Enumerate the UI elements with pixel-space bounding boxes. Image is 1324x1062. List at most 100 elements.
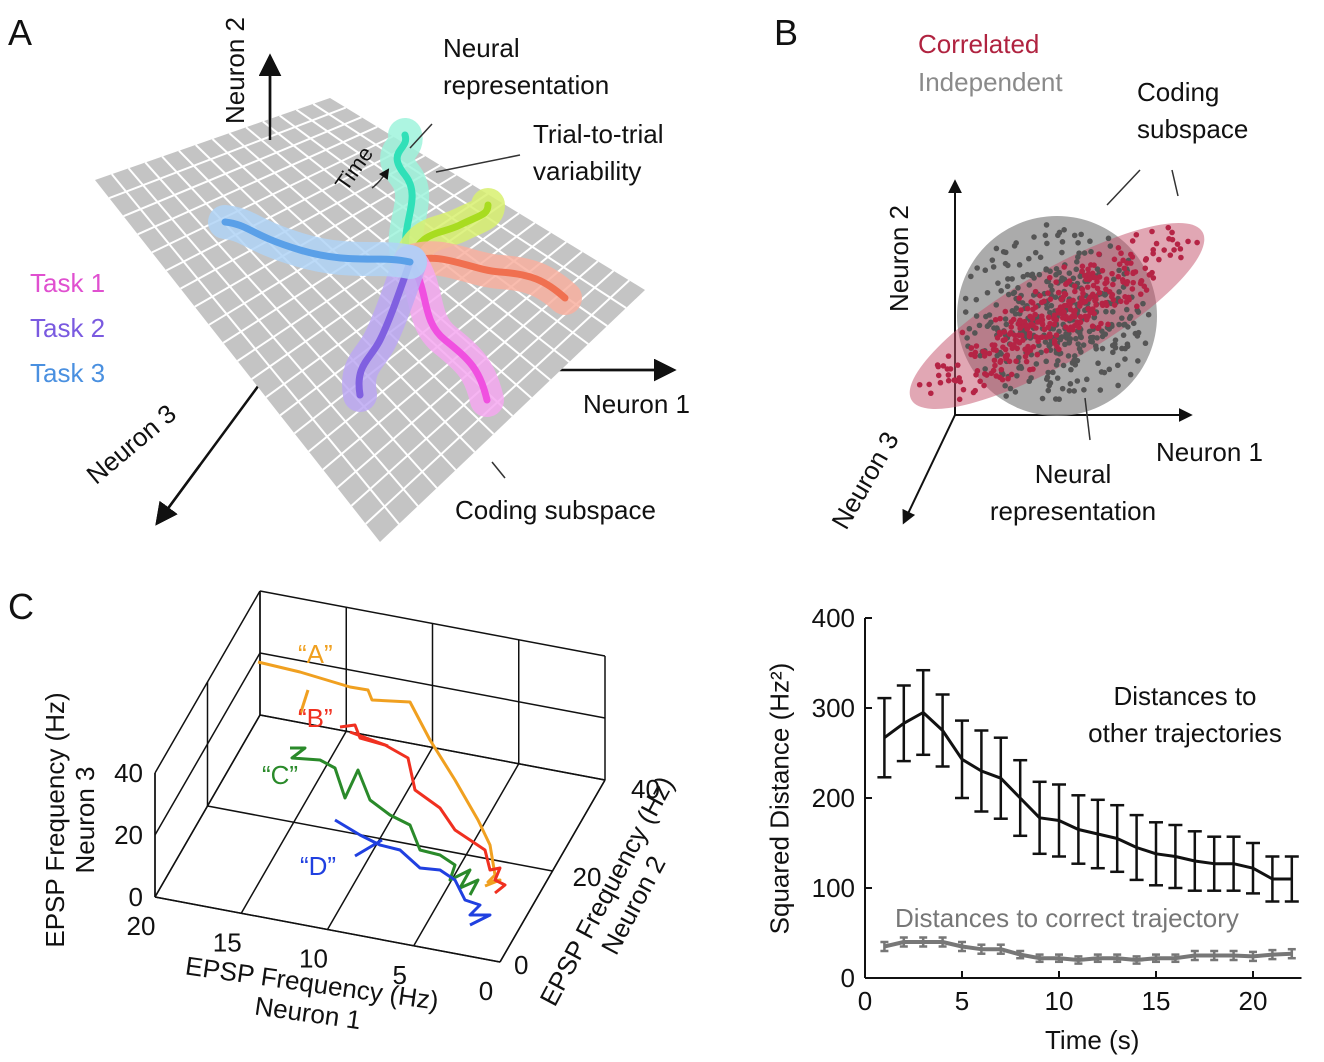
independent-dot	[1081, 250, 1088, 256]
independent-dot	[1024, 271, 1031, 278]
correlated-dot	[1043, 347, 1050, 354]
independent-dot	[1099, 345, 1106, 352]
correlated-dot	[1066, 278, 1073, 284]
correlated-dot	[1142, 257, 1149, 263]
correlated-dot	[1120, 257, 1126, 264]
x-tick-label: 0	[479, 976, 493, 1006]
correlated-dot	[996, 329, 1003, 336]
independent-dot	[1054, 375, 1061, 381]
independent-dot	[1047, 341, 1054, 347]
plane-grid	[151, 135, 394, 254]
correlated-dot	[973, 372, 979, 378]
independent-dot	[1065, 353, 1072, 359]
correlated-dot	[945, 377, 952, 384]
independent-dot	[1080, 342, 1087, 348]
independent-dot	[1031, 234, 1037, 240]
independent-dot	[989, 257, 996, 263]
independent-dot	[1075, 239, 1081, 246]
legend-entry: Task 2	[30, 313, 106, 343]
annotation: Neural representation	[443, 33, 610, 100]
y-tick-label: 20	[573, 862, 602, 892]
correlated-dot	[1045, 290, 1051, 296]
correlated-dot	[999, 376, 1006, 383]
independent-dot	[1026, 282, 1033, 288]
independent-dot	[1116, 321, 1122, 328]
correlated-dot	[981, 382, 987, 389]
independent-dot	[1059, 249, 1065, 256]
correlated-dot	[1096, 289, 1103, 296]
trajectory-label: “A”	[298, 639, 333, 669]
correlated-dot	[1169, 229, 1175, 236]
correlated-dot	[940, 363, 947, 369]
correlated-dot	[1008, 371, 1015, 378]
correlated-dot	[1118, 250, 1124, 257]
correlated-dot	[954, 362, 961, 368]
independent-dot	[1056, 269, 1063, 276]
y-axis-label: Squared Distance (Hz²)	[764, 662, 795, 935]
correlated-dot	[970, 389, 977, 396]
independent-dot	[1049, 287, 1055, 294]
correlated-dot	[1016, 295, 1023, 301]
correlated-dot	[1079, 268, 1085, 275]
x-tick-label: 5	[393, 960, 407, 990]
correlated-dot	[1023, 322, 1030, 329]
independent-dot	[1076, 330, 1083, 336]
correlated-dot	[1070, 297, 1076, 304]
independent-dot	[1050, 325, 1057, 332]
correlated-dot	[1027, 313, 1033, 320]
correlated-dot	[1032, 311, 1038, 318]
independent-dot	[1126, 315, 1133, 322]
independent-dot	[962, 295, 969, 302]
correlated-dot	[986, 350, 993, 357]
independent-dot	[1012, 389, 1019, 395]
correlated-dot	[1161, 247, 1167, 253]
independent-dot	[1105, 235, 1112, 242]
correlated-dot	[1024, 305, 1031, 312]
correlated-dot	[1071, 283, 1078, 289]
independent-dot	[1015, 285, 1021, 291]
correlated-dot	[1079, 263, 1086, 270]
independent-dot	[1088, 248, 1094, 255]
correlated-dot	[1115, 273, 1122, 280]
correlated-dot	[1038, 299, 1045, 306]
correlated-dot	[1078, 295, 1085, 301]
correlated-dot	[1007, 329, 1014, 336]
independent-dot	[1070, 275, 1077, 282]
correlated-dot	[1185, 238, 1191, 245]
independent-dot	[1062, 341, 1068, 348]
correlated-dot	[1018, 307, 1024, 313]
series-line	[883, 711, 1292, 881]
axis-label: EPSP Frequency (Hz) Neuron 3	[40, 692, 100, 948]
correlated-dot	[1099, 302, 1106, 309]
correlated-dot	[997, 357, 1004, 364]
annotation: Coding subspace	[455, 495, 656, 525]
x-tick-label: 5	[955, 986, 969, 1016]
correlated-dot	[1096, 274, 1103, 280]
correlated-dot	[1080, 290, 1086, 297]
independent-dot	[1068, 366, 1074, 373]
correlated-dot	[1051, 321, 1058, 328]
independent-dot	[1043, 358, 1050, 365]
correlated-dot	[1060, 314, 1067, 320]
correlated-dot	[1103, 286, 1109, 293]
correlated-dot	[1167, 252, 1174, 258]
correlated-dot	[1178, 254, 1184, 261]
correlated-dot	[1072, 307, 1078, 314]
correlated-dot	[1081, 272, 1088, 279]
correlated-dot	[1072, 288, 1078, 295]
independent-dot	[1112, 337, 1119, 343]
independent-dot	[1059, 385, 1066, 392]
independent-dot	[1047, 380, 1054, 386]
axis-label: Neuron 2	[883, 205, 914, 312]
pointer-lines	[371, 123, 521, 479]
distance-chart: 0 100 200 300 400 0 5 10 15 20	[812, 603, 1302, 1016]
independent-dot	[1059, 275, 1065, 281]
panel-letter: A	[8, 12, 33, 53]
independent-dot	[1081, 387, 1087, 393]
independent-dot	[1044, 374, 1051, 381]
independent-dot	[1127, 371, 1134, 378]
independent-dot	[1109, 308, 1116, 315]
correlated-dot	[1067, 316, 1073, 322]
correlated-dot	[1053, 317, 1060, 323]
